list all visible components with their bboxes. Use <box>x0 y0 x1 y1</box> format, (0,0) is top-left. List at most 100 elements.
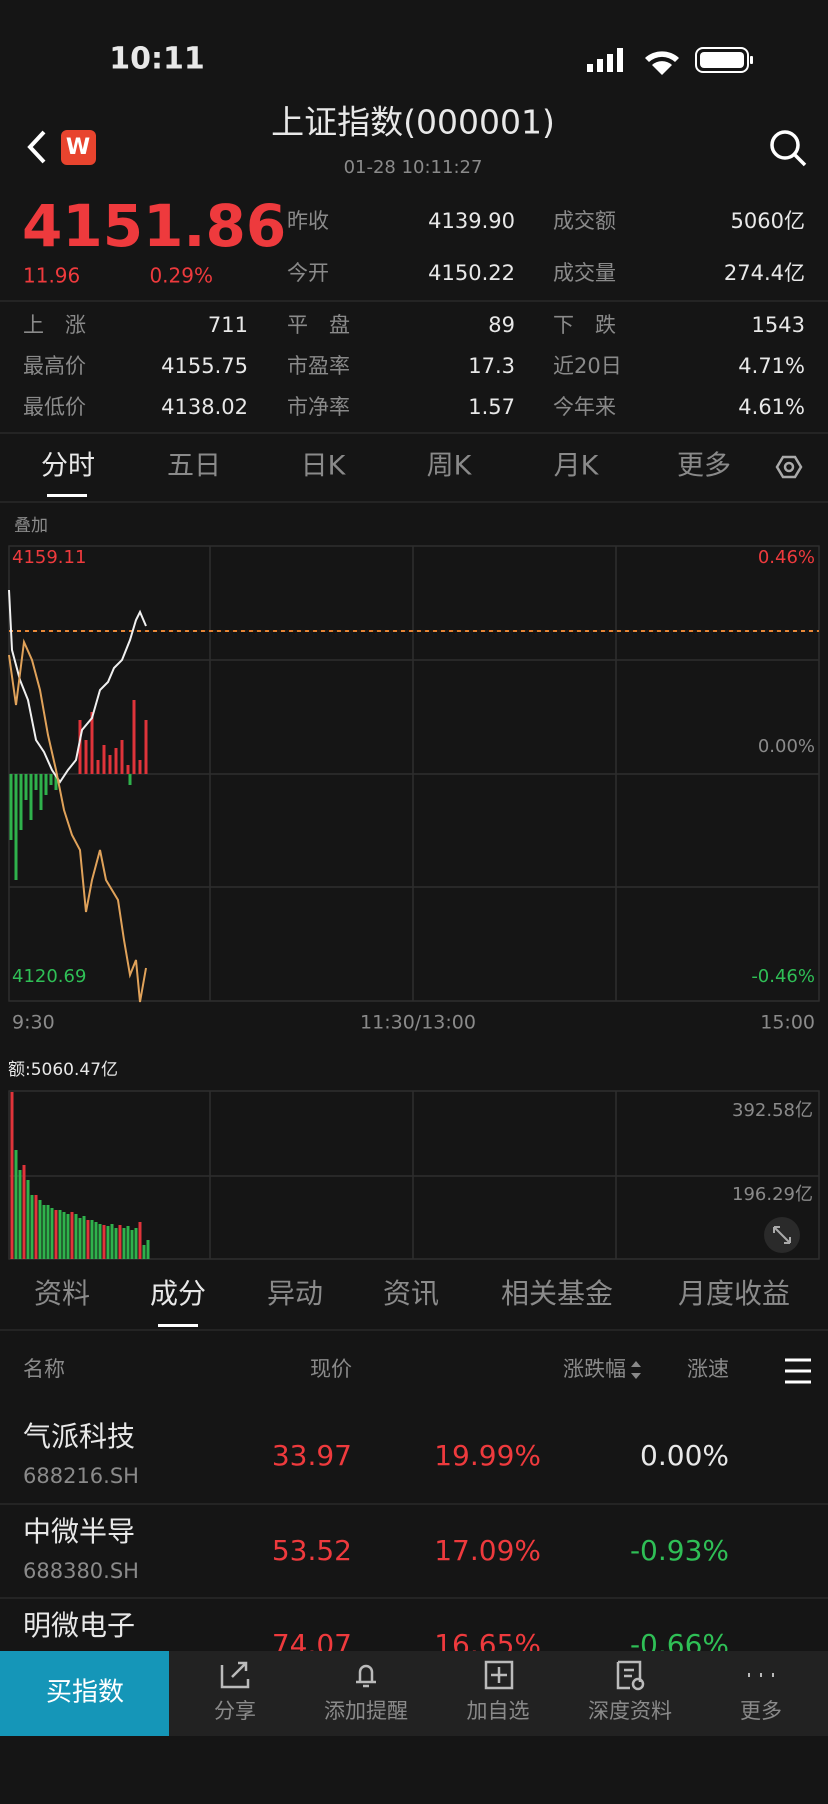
stock-name[interactable]: 气派科技 <box>23 1420 135 1453</box>
price: 4151.86 <box>22 192 286 260</box>
expand-button[interactable] <box>764 1217 800 1253</box>
chart-tab[interactable]: 周K <box>427 451 473 482</box>
breadth-value: 711 <box>208 313 248 337</box>
mid-pct: 0.00% <box>758 736 815 757</box>
chart-tab[interactable]: 五日 <box>167 451 221 482</box>
status-icons <box>587 47 753 75</box>
bottom-safe-area <box>0 1736 828 1800</box>
chart-frame <box>8 545 820 1002</box>
settings-icon[interactable] <box>775 455 803 479</box>
change: 11.96 <box>23 264 80 288</box>
bar-item[interactable]: 分享 <box>214 1699 256 1723</box>
breadth-value: 4.71% <box>738 354 805 378</box>
breadth-label: 平 盘 <box>287 313 350 337</box>
info-tab[interactable]: 资讯 <box>383 1277 439 1310</box>
breadth-value: 4.61% <box>738 395 805 419</box>
volume-label: 额:5060.47亿 <box>8 1060 118 1080</box>
breadth-value: 1.57 <box>468 395 515 419</box>
chart-tab[interactable]: 更多 <box>677 451 731 482</box>
subtitle: 01-28 10:11:27 <box>344 157 483 178</box>
time-label: 15:00 <box>760 1012 815 1034</box>
breadth-label: 市盈率 <box>287 354 350 378</box>
overlay-label: 叠加 <box>14 516 48 536</box>
sort-icon[interactable] <box>631 1361 641 1379</box>
high-pct: 0.46% <box>758 547 815 568</box>
breadth-label: 市净率 <box>287 395 350 419</box>
info-tab[interactable]: 异动 <box>267 1277 323 1310</box>
table-header: 涨跌幅 <box>563 1357 626 1381</box>
stat-value: 274.4亿 <box>724 261 805 285</box>
info-tab[interactable]: 资料 <box>34 1277 90 1310</box>
low-pct: -0.46% <box>751 966 815 987</box>
menu-icon[interactable] <box>785 1358 811 1384</box>
bar-item[interactable]: 加自选 <box>467 1699 530 1723</box>
tab-underline <box>158 1324 198 1327</box>
stat-label: 今开 <box>287 261 329 285</box>
bar-icons <box>220 1660 774 1691</box>
volume-down <box>14 1150 150 1259</box>
breadth-value: 1543 <box>752 313 805 337</box>
bar-item[interactable]: 深度资料 <box>588 1699 672 1723</box>
breadth-label: 上 涨 <box>23 313 86 337</box>
stock-change: 17.09% <box>434 1534 541 1567</box>
breadth-value: 17.3 <box>468 354 515 378</box>
status-time: 10:11 <box>109 42 205 77</box>
breadth-label: 下 跌 <box>553 313 616 337</box>
up-bars <box>78 700 148 774</box>
chart-tab[interactable]: 日K <box>301 451 347 482</box>
stock-change: 19.99% <box>434 1439 541 1472</box>
stock-code: 688380.SH <box>23 1559 139 1583</box>
stock-speed: 0.00% <box>640 1439 729 1472</box>
stock-name[interactable]: 中微半导 <box>23 1515 135 1548</box>
table-header: 现价 <box>310 1357 352 1381</box>
index-line <box>8 589 147 784</box>
badge-text: W <box>66 135 90 160</box>
down-bars <box>9 774 132 880</box>
stat-value: 5060亿 <box>731 209 805 233</box>
buy-button[interactable] <box>0 1651 169 1736</box>
breadth-label: 最高价 <box>23 354 86 378</box>
table-header: 涨速 <box>687 1357 729 1381</box>
info-tab[interactable]: 成分 <box>150 1277 206 1310</box>
bar-item[interactable]: 更多 <box>740 1699 782 1723</box>
badge <box>61 130 96 165</box>
volume-max: 392.58亿 <box>732 1100 813 1121</box>
breadth-value: 89 <box>488 313 515 337</box>
stock-price: 53.52 <box>272 1534 352 1567</box>
chart-tab[interactable]: 月K <box>554 451 600 482</box>
breadth-label: 最低价 <box>23 395 86 419</box>
title: 上证指数(000001) <box>271 103 555 142</box>
volume-mid: 196.29亿 <box>732 1184 813 1205</box>
stat-label: 成交量 <box>553 261 616 285</box>
dividers <box>0 300 828 1599</box>
buy-text[interactable]: 买指数 <box>46 1678 124 1708</box>
stat-value: 4150.22 <box>428 261 515 285</box>
breadth-value: 4155.75 <box>161 354 248 378</box>
volume-up <box>10 1092 142 1259</box>
avg-line <box>8 638 147 1003</box>
time-label: 9:30 <box>12 1012 55 1034</box>
stat-label: 成交额 <box>553 209 616 233</box>
stock-name[interactable]: 明微电子 <box>23 1609 135 1642</box>
table-header: 名称 <box>23 1357 65 1381</box>
time-label: 11:30/13:00 <box>360 1012 476 1034</box>
breadth-label: 近20日 <box>553 354 622 378</box>
stat-value: 4139.90 <box>428 209 515 233</box>
search-button[interactable] <box>770 130 807 167</box>
stat-label: 昨收 <box>287 209 329 233</box>
info-tab[interactable]: 相关基金 <box>501 1277 613 1310</box>
info-tab[interactable]: 月度收益 <box>678 1277 790 1310</box>
breadth-value: 4138.02 <box>161 395 248 419</box>
chart-tab[interactable]: 分时 <box>41 451 95 482</box>
volume-frame <box>8 1090 820 1260</box>
bar-item[interactable]: 添加提醒 <box>324 1699 408 1723</box>
back-button[interactable] <box>27 130 46 164</box>
low-label: 4120.69 <box>12 966 86 987</box>
tab-underline <box>47 494 87 497</box>
high-label: 4159.11 <box>12 547 86 568</box>
change-pct: 0.29% <box>149 264 213 288</box>
stock-price: 33.97 <box>272 1439 352 1472</box>
